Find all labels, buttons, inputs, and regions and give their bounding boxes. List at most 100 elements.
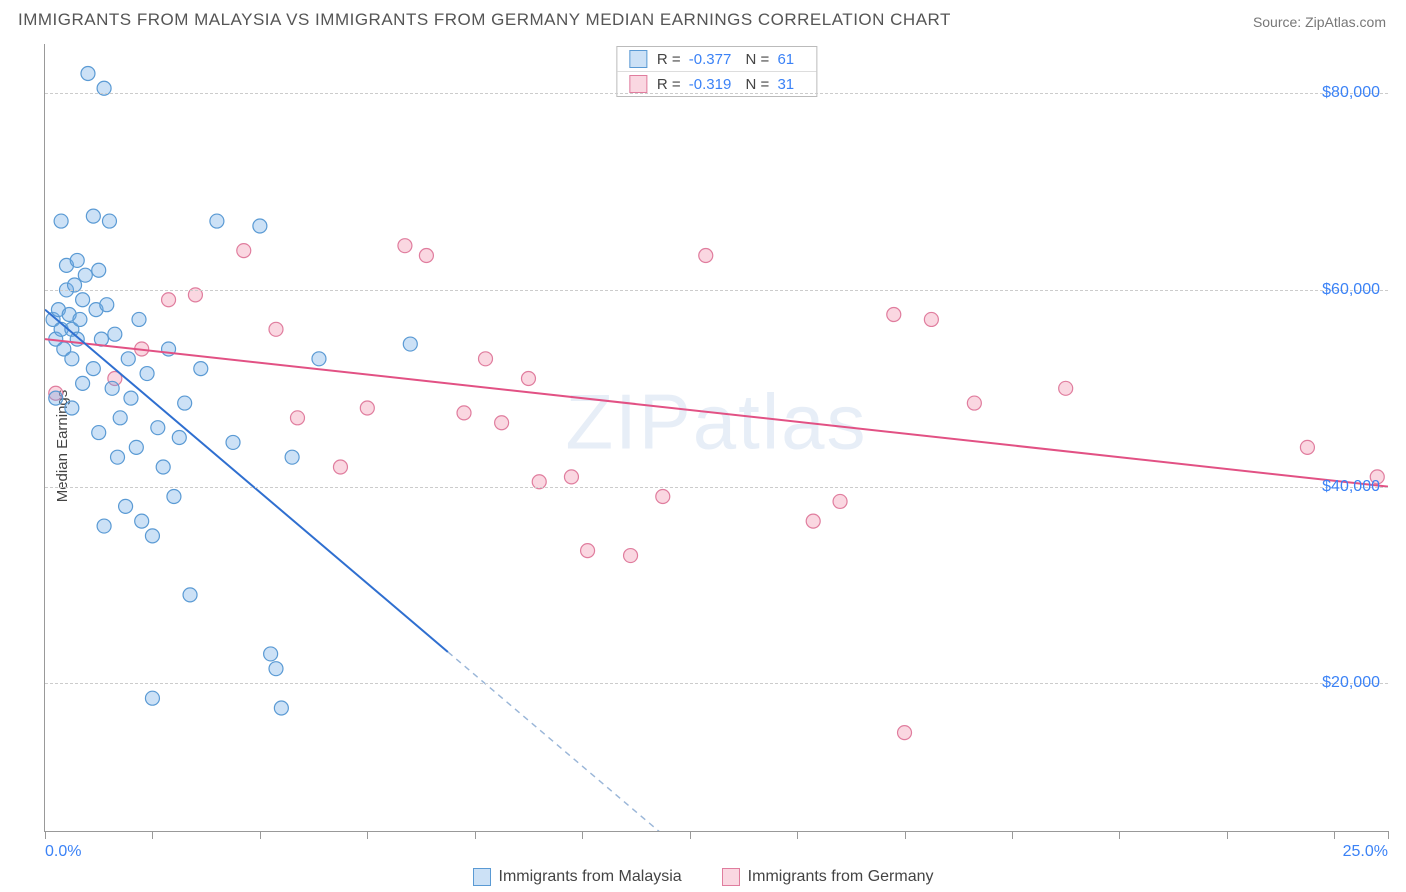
swatch-malaysia [629, 50, 647, 68]
swatch-malaysia-bottom [473, 868, 491, 886]
y-tick-label: $20,000 [1322, 674, 1380, 692]
scatter-point-icon [178, 396, 192, 410]
scatter-point-icon [624, 549, 638, 563]
scatter-point-icon [226, 435, 240, 449]
grid-line [45, 93, 1388, 94]
scatter-point-icon [312, 352, 326, 366]
scatter-point-icon [92, 426, 106, 440]
x-tick [1388, 831, 1389, 839]
x-tick-label: 25.0% [1343, 843, 1388, 861]
scatter-point-icon [140, 367, 154, 381]
scatter-point-icon [145, 529, 159, 543]
scatter-point-icon [105, 381, 119, 395]
x-tick [1012, 831, 1013, 839]
scatter-svg [45, 44, 1388, 831]
scatter-point-icon [290, 411, 304, 425]
scatter-point-icon [699, 249, 713, 263]
source-attribution: Source: ZipAtlas.com [1253, 14, 1386, 30]
scatter-point-icon [403, 337, 417, 351]
scatter-point-icon [1059, 381, 1073, 395]
scatter-point-icon [65, 352, 79, 366]
scatter-point-icon [78, 268, 92, 282]
scatter-point-icon [86, 209, 100, 223]
scatter-point-icon [285, 450, 299, 464]
scatter-point-icon [1300, 440, 1314, 454]
scatter-point-icon [172, 431, 186, 445]
scatter-point-icon [924, 312, 938, 326]
y-tick-label: $60,000 [1322, 281, 1380, 299]
scatter-point-icon [76, 293, 90, 307]
legend-item-malaysia: Immigrants from Malaysia [473, 868, 682, 886]
scatter-point-icon [102, 214, 116, 228]
x-tick [367, 831, 368, 839]
scatter-point-icon [269, 662, 283, 676]
scatter-point-icon [54, 214, 68, 228]
scatter-point-icon [97, 519, 111, 533]
x-tick [45, 831, 46, 839]
plot-area: ZIPatlas R = -0.377 N = 61 R = -0.319 N … [44, 44, 1388, 832]
scatter-point-icon [269, 322, 283, 336]
scatter-point-icon [119, 499, 133, 513]
scatter-point-icon [274, 701, 288, 715]
swatch-germany-bottom [722, 868, 740, 886]
scatter-point-icon [121, 352, 135, 366]
scatter-point-icon [564, 470, 578, 484]
scatter-point-icon [521, 371, 535, 385]
scatter-point-icon [162, 293, 176, 307]
x-tick [905, 831, 906, 839]
scatter-point-icon [833, 494, 847, 508]
bottom-legend: Immigrants from Malaysia Immigrants from… [0, 868, 1406, 886]
scatter-point-icon [210, 214, 224, 228]
x-tick [1119, 831, 1120, 839]
scatter-point-icon [86, 362, 100, 376]
x-tick [582, 831, 583, 839]
scatter-point-icon [111, 450, 125, 464]
x-tick [1227, 831, 1228, 839]
scatter-point-icon [73, 312, 87, 326]
scatter-point-icon [135, 514, 149, 528]
scatter-point-icon [156, 460, 170, 474]
x-tick [797, 831, 798, 839]
scatter-point-icon [360, 401, 374, 415]
scatter-point-icon [65, 401, 79, 415]
scatter-point-icon [194, 362, 208, 376]
scatter-point-icon [49, 391, 63, 405]
y-tick-label: $80,000 [1322, 84, 1380, 102]
scatter-point-icon [108, 327, 122, 341]
grid-line [45, 683, 1388, 684]
stats-legend: R = -0.377 N = 61 R = -0.319 N = 31 [616, 46, 817, 97]
grid-line [45, 487, 1388, 488]
scatter-point-icon [253, 219, 267, 233]
legend-label-malaysia: Immigrants from Malaysia [499, 868, 682, 886]
scatter-point-icon [898, 726, 912, 740]
scatter-point-icon [264, 647, 278, 661]
x-tick [690, 831, 691, 839]
scatter-point-icon [398, 239, 412, 253]
scatter-point-icon [495, 416, 509, 430]
y-tick-label: $40,000 [1322, 478, 1380, 496]
x-tick [1334, 831, 1335, 839]
scatter-point-icon [967, 396, 981, 410]
x-tick [475, 831, 476, 839]
scatter-point-icon [237, 244, 251, 258]
swatch-germany [629, 75, 647, 93]
x-tick-label: 0.0% [45, 843, 81, 861]
scatter-point-icon [129, 440, 143, 454]
scatter-point-icon [419, 249, 433, 263]
scatter-point-icon [132, 312, 146, 326]
scatter-point-icon [479, 352, 493, 366]
scatter-point-icon [81, 67, 95, 81]
stats-row-malaysia: R = -0.377 N = 61 [617, 47, 816, 71]
scatter-point-icon [151, 421, 165, 435]
scatter-point-icon [100, 298, 114, 312]
scatter-point-icon [457, 406, 471, 420]
scatter-point-icon [92, 263, 106, 277]
scatter-point-icon [76, 376, 90, 390]
scatter-point-icon [183, 588, 197, 602]
legend-item-germany: Immigrants from Germany [722, 868, 934, 886]
grid-line [45, 290, 1388, 291]
scatter-point-icon [656, 490, 670, 504]
x-tick [152, 831, 153, 839]
scatter-point-icon [887, 308, 901, 322]
x-tick [260, 831, 261, 839]
